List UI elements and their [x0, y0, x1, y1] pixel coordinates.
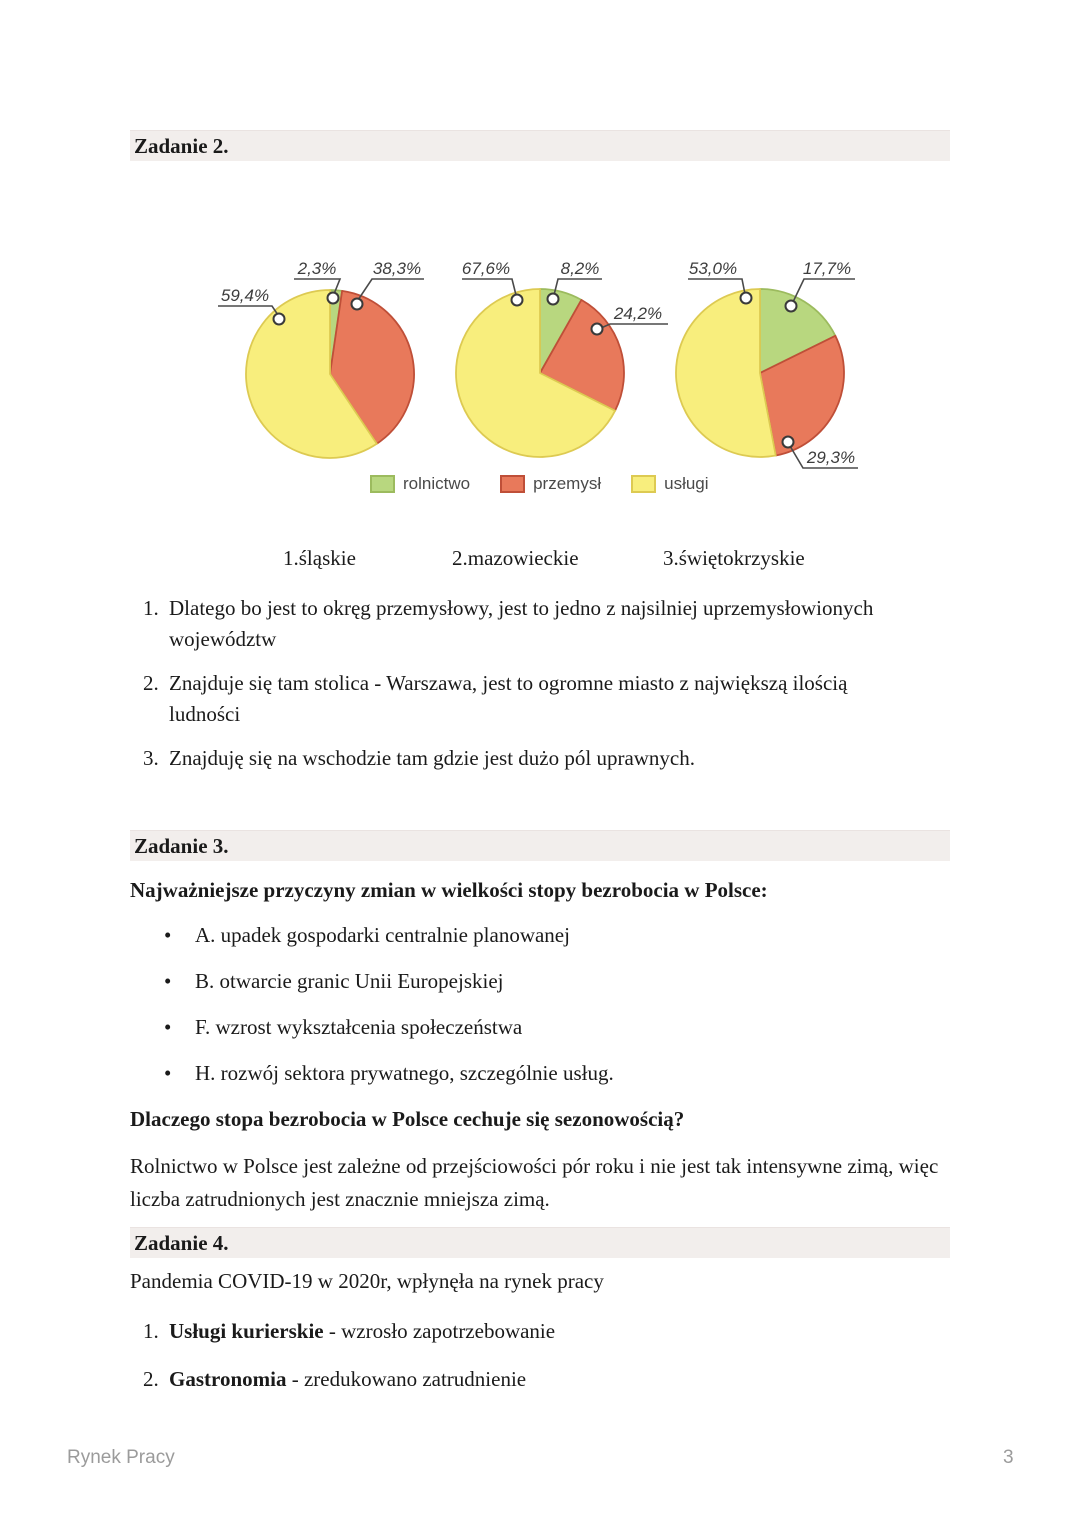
zadanie3-header-bar: Zadanie 3. [130, 830, 950, 861]
list-item: 1. Dlatego bo jest to okręg przemysłowy,… [130, 593, 952, 655]
list-item: 3. Znajduję się na wschodzie tam gdzie j… [130, 743, 952, 774]
region-label-slaskie: 1.śląskie [283, 546, 356, 570]
list-number: 1. [143, 1319, 159, 1343]
pie-swietokrzyskie [675, 288, 845, 458]
zadanie2-header-bar: Zadanie 2. [130, 130, 950, 161]
pie1-przemysl-value: 38,3% [373, 259, 421, 278]
pie2-rolnictwo-value: 8,2% [561, 259, 600, 278]
zadanie2-header: Zadanie 2. [134, 134, 229, 158]
list-item: 2. Znajduje się tam stolica - Warszawa, … [130, 668, 952, 730]
zadanie3-intro: Najważniejsze przyczyny zmian w wielkośc… [130, 878, 768, 902]
bullet-text: H. rozwój sektora prywatnego, szczególni… [195, 1061, 614, 1085]
item-bold-text: Gastronomia [169, 1367, 287, 1391]
zadanie3-answer: Rolnictwo w Polsce jest zależne od przej… [130, 1154, 939, 1211]
legend-item-uslugi: usługi [631, 474, 709, 494]
bullet-icon: • [164, 923, 172, 947]
bullet-text: B. otwarcie granic Unii Europejskiej [195, 969, 504, 993]
item-text: Usługi kurierskie - wzrosło zapotrzebowa… [169, 1316, 555, 1347]
bullet-icon: • [164, 1061, 172, 1085]
zadanie4-intro: Pandemia COVID-19 w 2020r, wpłynęła na r… [130, 1269, 604, 1293]
region-label-swietokrzyskie: 3.świętokrzyskie [663, 546, 805, 570]
legend-item-rolnictwo: rolnictwo [370, 474, 470, 494]
item-rest-text: - zredukowano zatrudnienie [286, 1367, 527, 1391]
legend-swatch-przemysl [500, 475, 526, 493]
zadanie3-question: Dlaczego stopa bezrobocia w Polsce cechu… [130, 1107, 685, 1131]
zadanie3-bullet-list: • A. upadek gospodarki centralnie planow… [130, 920, 952, 1104]
list-item: • H. rozwój sektora prywatnego, szczegól… [130, 1058, 952, 1089]
item-bold-text: Usługi kurierskie [169, 1319, 324, 1343]
zadanie4-list: 1. Usługi kurierskie - wzrosło zapotrzeb… [130, 1316, 952, 1408]
answer-text: Znajduję się na wschodzie tam gdzie jest… [169, 746, 696, 770]
pie2-uslugi-value: 67,6% [462, 259, 510, 278]
pie-mazowieckie [455, 288, 625, 458]
pie3-przemysl-value: 29,3% [806, 448, 855, 467]
pie3-rolnictwo-value: 17,7% [803, 259, 851, 278]
legend-swatch-uslugi [631, 475, 657, 493]
legend-label-uslugi: usługi [664, 474, 709, 493]
zadanie4-header-bar: Zadanie 4. [130, 1227, 950, 1258]
region-label-mazowieckie: 2.mazowieckie [452, 546, 579, 570]
list-item: 1. Usługi kurierskie - wzrosło zapotrzeb… [130, 1316, 952, 1347]
list-number: 3. [143, 746, 159, 770]
bullet-icon: • [164, 1015, 172, 1039]
list-item: 2. Gastronomia - zredukowano zatrudnieni… [130, 1364, 952, 1395]
legend-swatch-rolnictwo [370, 475, 395, 493]
pie-charts-figure: 2,3% 38,3% 59,4% 67,6% 8,2% 24,2% 53,0% … [218, 259, 858, 469]
list-item: • F. wzrost wykształcenia społeczeństwa [130, 1012, 952, 1043]
zadanie2-answers-list: 1. Dlatego bo jest to okręg przemysłowy,… [130, 593, 952, 787]
item-text: Gastronomia - zredukowano zatrudnienie [169, 1364, 526, 1395]
list-number: 2. [143, 1367, 159, 1391]
answer-text: Dlatego bo jest to okręg przemysłowy, je… [169, 596, 874, 651]
list-item: • B. otwarcie granic Unii Europejskiej [130, 966, 952, 997]
list-number: 1. [143, 596, 159, 620]
pie3-uslugi-value: 53,0% [689, 259, 737, 278]
pie1-rolnictwo-value: 2,3% [297, 259, 337, 278]
bullet-text: F. wzrost wykształcenia społeczeństwa [195, 1015, 523, 1039]
chart-legend: rolnictwo przemysł usługi [190, 474, 860, 494]
pie1-uslugi-value: 59,4% [221, 286, 269, 305]
leader-lines [218, 278, 858, 469]
legend-label-rolnictwo: rolnictwo [403, 474, 471, 493]
footer-title: Rynek Pracy [67, 1447, 175, 1468]
bullet-icon: • [164, 969, 172, 993]
item-rest-text: - wzrosło zapotrzebowanie [323, 1319, 556, 1343]
answer-text: Znajduje się tam stolica - Warszawa, jes… [169, 671, 848, 726]
pie-slaskie [245, 289, 415, 459]
footer-page-number: 3 [1003, 1447, 1014, 1468]
zadanie3-header: Zadanie 3. [134, 834, 229, 858]
pie-percentage-labels: 2,3% 38,3% 59,4% 67,6% 8,2% 24,2% 53,0% … [221, 259, 855, 467]
legend-item-przemysl: przemysł [500, 474, 601, 494]
pie2-przemysl-value: 24,2% [613, 304, 662, 323]
list-number: 2. [143, 671, 159, 695]
bullet-text: A. upadek gospodarki centralnie planowan… [195, 923, 570, 947]
zadanie4-header: Zadanie 4. [134, 1231, 229, 1255]
legend-label-przemysl: przemysł [533, 474, 602, 493]
list-item: • A. upadek gospodarki centralnie planow… [130, 920, 952, 951]
